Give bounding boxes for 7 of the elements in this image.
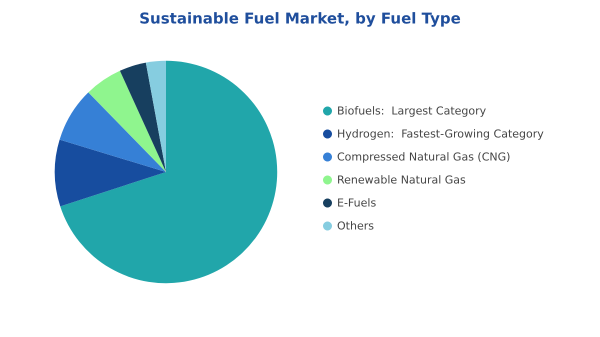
legend-label: E-Fuels	[337, 196, 376, 210]
legend-label: Compressed Natural Gas (CNG)	[337, 150, 510, 164]
legend-label: Biofuels: Largest Category	[337, 104, 487, 118]
legend-label: Hydrogen: Fastest-Growing Category	[337, 128, 544, 140]
legend-label: Others	[337, 220, 374, 232]
legend-label: Renewable Natural Gas	[337, 174, 466, 186]
chart-title: Sustainable Fuel Market, by Fuel Type	[139, 10, 461, 28]
